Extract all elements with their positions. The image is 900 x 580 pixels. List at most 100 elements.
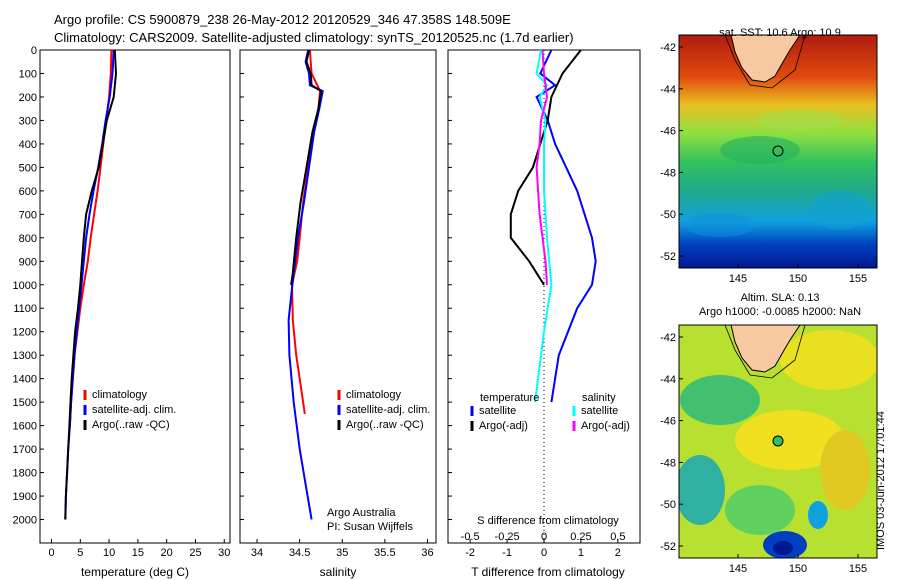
y-tick-label: 1400	[13, 374, 37, 386]
x2-tick-label: 0.25	[570, 531, 591, 543]
map-lat-label: -42	[660, 42, 676, 54]
y-tick-label: 1600	[13, 421, 37, 433]
x-tick-label: 20	[161, 547, 173, 559]
x2-tick-label: 0.5	[610, 531, 625, 543]
map-lat-label: -52	[660, 541, 676, 553]
x2-tick-label: -0.25	[495, 531, 520, 543]
temperature-panel: 0 5 10 15 20 25 300100200300400500600700800900…	[13, 45, 231, 579]
x-tick-label: -1	[502, 547, 512, 559]
map-lat-label: -44	[660, 84, 676, 96]
x-axis-label: T difference from climatology	[471, 565, 625, 579]
y-tick-label: 2000	[13, 515, 37, 527]
map-lat-label: -42	[660, 332, 676, 344]
y-tick-label: 1200	[13, 327, 37, 339]
x-tick-label: 5	[77, 547, 83, 559]
series-s-argo	[535, 50, 549, 285]
legend-label: satellite	[581, 405, 618, 417]
argo-position-marker	[772, 145, 784, 157]
argo-position-marker	[772, 435, 784, 447]
x-axis-label: temperature (deg C)	[81, 565, 189, 579]
sla-map-subtitle: Argo h1000: -0.0085 h2000: NaN	[698, 306, 862, 318]
x-tick-label: 0	[541, 547, 547, 559]
x-tick-label: 36	[421, 547, 433, 559]
map-lat-label: -46	[660, 126, 676, 138]
x-tick-label: 34.5	[289, 547, 310, 559]
map-lon-label: 145	[729, 563, 747, 575]
map-lat-label: -48	[660, 167, 676, 179]
x-axis-label: salinity	[320, 565, 357, 579]
y-tick-label: 1000	[13, 280, 37, 292]
credit-line-1: Argo Australia	[327, 507, 396, 519]
map-lon-label: 155	[849, 273, 867, 285]
map-lat-label: -50	[660, 499, 676, 511]
plot-frame	[39, 49, 231, 544]
series-s-satellite	[534, 50, 553, 403]
legend-label: Argo(-adj)	[479, 420, 528, 432]
map-lon-label: 145	[729, 273, 747, 285]
y-tick-label: 900	[19, 256, 37, 268]
x-tick-label: 35	[336, 547, 348, 559]
legend-label: Argo(..raw -QC)	[346, 419, 424, 431]
map-lat-label: -52	[660, 251, 676, 263]
legend-label: climatology	[346, 389, 402, 401]
y-tick-label: 800	[19, 233, 37, 245]
map-lat-label: -44	[660, 374, 676, 386]
x-tick-label: 35.5	[374, 547, 395, 559]
legend-label: satellite-adj. clim.	[92, 404, 176, 416]
sla-map	[679, 325, 877, 558]
map-lon-label: 150	[789, 563, 807, 575]
y-tick-label: 1700	[13, 444, 37, 456]
header-line-2: Climatology: CARS2009. Satellite-adjuste…	[54, 30, 574, 45]
sst-map	[679, 35, 877, 268]
sst-map-title: sat. SST: 10.6 Argo: 10.9	[719, 27, 841, 39]
imos-timestamp: IMOS 03-Jun-2012 17:01:44	[875, 411, 887, 550]
header-line-1: Argo profile: CS 5900879_238 26-May-2012…	[54, 12, 511, 27]
credit-line-2: PI: Susan Wijffels	[327, 521, 413, 533]
x-tick-label: 10	[103, 547, 115, 559]
series-satellite	[287, 50, 324, 520]
y-tick-label: 700	[19, 209, 37, 221]
tasmania-land	[730, 325, 801, 373]
y-tick-label: 200	[19, 92, 37, 104]
series-argo	[64, 50, 118, 520]
map-lon-label: 155	[849, 563, 867, 575]
map-lat-label: -50	[660, 209, 676, 221]
map-lat-label: -46	[660, 416, 676, 428]
legend-label: satellite	[479, 405, 516, 417]
x-tick-label: -2	[465, 547, 475, 559]
x-tick-label: 1	[578, 547, 584, 559]
x-tick-label: 2	[615, 547, 621, 559]
x-tick-label: 25	[189, 547, 201, 559]
salinity-panel: 34 34.5 35 35.5 36 salinity climatology satelli…	[239, 49, 437, 579]
series-t-argo	[509, 50, 582, 286]
y-tick-label: 0	[31, 45, 37, 57]
plot-frame	[447, 49, 641, 544]
tasmania-land	[730, 35, 801, 83]
legend-label: Argo(-adj)	[581, 420, 630, 432]
series-climatology	[68, 50, 113, 426]
legend-label: satellite-adj. clim.	[346, 404, 430, 416]
map-lon-label: 150	[789, 273, 807, 285]
y-tick-label: 1100	[13, 303, 37, 315]
y-tick-label: 1900	[13, 491, 37, 503]
y-tick-label: 300	[19, 115, 37, 127]
series-argo	[290, 50, 323, 285]
x-tick-label: 30	[218, 547, 230, 559]
sla-map-title: Altim. SLA: 0.13	[740, 292, 820, 304]
y-tick-label: 500	[19, 162, 37, 174]
legend-label: Argo(..raw -QC)	[92, 419, 170, 431]
y-tick-label: 1500	[13, 397, 37, 409]
x2-axis-label: S difference from climatology	[477, 515, 619, 527]
x-tick-label: 34	[251, 547, 263, 559]
legend-header: salinity	[582, 392, 616, 404]
y-tick-label: 400	[19, 139, 37, 151]
legend-label: climatology	[92, 389, 148, 401]
x2-tick-label: 0	[541, 531, 547, 543]
y-tick-label: 100	[19, 68, 37, 80]
plot-frame	[239, 49, 437, 544]
difference-panel: -2 -1 0 1 2 -0.5 -0.25 0 0.25 0.5 S difference fro…	[447, 49, 641, 579]
map-ticks: -42 -44 -46 -48 -50 -52 145 150 155 -42 -44 -46 -48 -…	[660, 42, 867, 575]
y-tick-label: 1300	[13, 350, 37, 362]
x-tick-label: 0	[48, 547, 54, 559]
